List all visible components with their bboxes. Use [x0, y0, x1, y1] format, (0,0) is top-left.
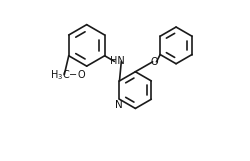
Text: HN: HN: [110, 56, 125, 66]
Text: N: N: [115, 100, 122, 110]
Text: O: O: [151, 57, 158, 67]
Text: H$_3$C$-$O: H$_3$C$-$O: [50, 68, 86, 82]
